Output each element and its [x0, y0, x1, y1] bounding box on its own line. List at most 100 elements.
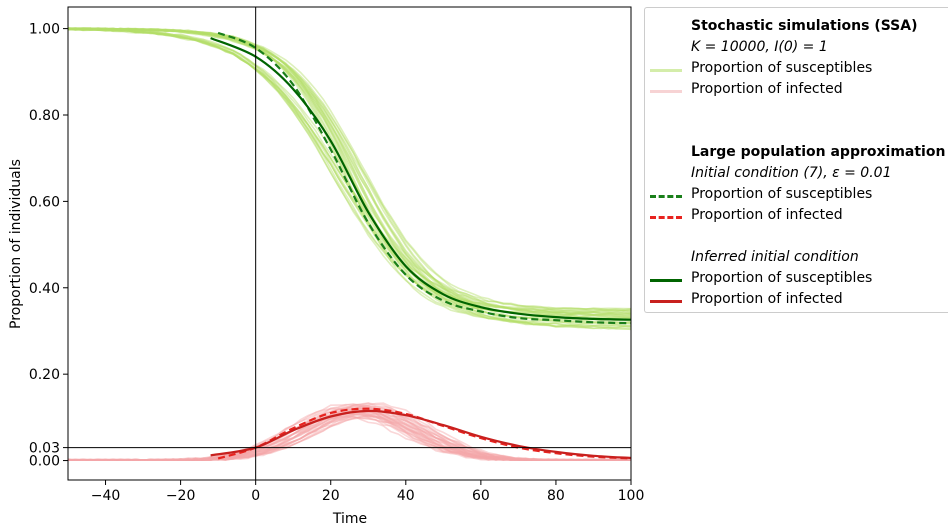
ssa-susceptible-line [67, 27, 632, 317]
ssa-infected-line [67, 412, 631, 461]
legend-lpa-title: Large population approximation [691, 144, 946, 160]
legend-ssa-susceptible-swatch [650, 69, 682, 72]
ssa-infected-line [68, 408, 632, 461]
ssa-susceptible-line [67, 28, 632, 318]
ssa-infected-line [68, 415, 631, 461]
ssa-susceptible-line [67, 28, 632, 327]
model-curves [210, 31, 632, 460]
ssa-infected-line [68, 404, 631, 461]
ssa-susceptible-line [67, 27, 632, 319]
ssa-infected-line [67, 410, 631, 461]
x-tick-label: 0 [251, 488, 260, 504]
ssa-infected-line [68, 407, 631, 461]
legend-lpa-susceptible-swatch [650, 195, 682, 198]
legend-lpa-susceptible-row: Proportion of susceptibles [645, 185, 948, 205]
ssa-infected-line [67, 410, 631, 461]
ssa-infected-line [68, 405, 631, 461]
ssa-infected-line [68, 412, 632, 461]
x-axis-label: Time [332, 511, 367, 527]
x-axis-ticks: −40 −20 0 20 40 60 80 100 [91, 480, 645, 504]
y-axis-label: Proportion of individuals [8, 159, 24, 329]
y-tick-label: 0.80 [29, 108, 60, 124]
legend-inferred-susceptible-swatch [650, 279, 682, 282]
legend-inferred-susceptible-label: Proportion of susceptibles [691, 270, 873, 286]
ssa-infected-line [67, 402, 631, 461]
x-tick-label: 40 [397, 488, 415, 504]
ssa-infected-line [67, 407, 631, 461]
ssa-susceptible-line [67, 28, 632, 315]
legend-ssa-susceptible-label: Proportion of susceptibles [691, 60, 873, 76]
series-line-3 [210, 409, 632, 460]
legend-lpa-sub-row: Initial condition (7), ε = 0.01 [645, 164, 948, 184]
ssa-infected-line [68, 405, 631, 461]
ssa-susceptible-line [67, 27, 631, 327]
y-tick-label: 0.40 [29, 281, 60, 297]
legend-ssa-infected-label: Proportion of infected [691, 81, 843, 97]
ssa-susceptible-line [67, 27, 632, 313]
ssa-infected-line [68, 403, 632, 461]
ssa-infected-line [68, 402, 631, 461]
legend-ssa-title: Stochastic simulations (SSA) [691, 18, 918, 34]
ssa-infected-line [67, 402, 631, 461]
reference-lines [68, 7, 631, 480]
y-tick-label: 1.00 [29, 22, 60, 38]
legend-inferred-infected-label: Proportion of infected [691, 291, 843, 307]
ssa-infected-trajectories [67, 402, 632, 461]
legend-lpa-infected-label: Proportion of infected [691, 207, 843, 223]
x-tick-label: 100 [618, 488, 645, 504]
series-line-2 [210, 37, 632, 321]
ssa-infected-line [67, 415, 631, 461]
y-tick-label: 0.00 [29, 454, 60, 470]
legend-inferred-title: Inferred initial condition [691, 249, 859, 265]
ssa-infected-line [68, 415, 631, 461]
ssa-infected-line [67, 412, 632, 461]
legend-lpa-susceptible-label: Proportion of susceptibles [691, 186, 873, 202]
ssa-infected-line [67, 407, 632, 461]
legend-lpa-subtitle: Initial condition (7), ε = 0.01 [691, 165, 892, 181]
ssa-susceptible-line [67, 27, 632, 311]
legend-inferred-susceptible-row: Proportion of susceptibles [645, 269, 948, 289]
legend-ssa-infected-swatch [650, 90, 682, 93]
ssa-susceptible-line [67, 28, 632, 310]
legend-inferred-title-row: Inferred initial condition [645, 248, 948, 268]
legend-lpa-title-row: Large population approximation [645, 143, 948, 163]
legend-inferred-infected-row: Proportion of infected [645, 290, 948, 310]
ssa-susceptible-line [67, 27, 632, 330]
x-tick-label: 60 [472, 488, 490, 504]
y-tick-label: 0.03 [29, 441, 60, 457]
legend-inferred-infected-swatch [650, 300, 682, 303]
legend-lpa-infected-row: Proportion of infected [645, 206, 948, 226]
y-tick-label: 0.60 [29, 194, 60, 210]
ssa-infected-line [67, 414, 631, 461]
plot-frame [67, 6, 632, 481]
legend: Stochastic simulations (SSA) K = 10000, … [644, 7, 948, 313]
ssa-infected-line [67, 413, 631, 461]
ssa-infected-line [67, 413, 631, 461]
x-tick-label: 20 [322, 488, 340, 504]
legend-lpa-infected-swatch [650, 216, 682, 219]
ssa-susceptible-line [67, 27, 632, 315]
series-line-0 [217, 31, 632, 325]
y-axis-ticks: 0.000.03 0.20 0.40 0.60 0.80 1.00 [29, 22, 68, 470]
y-tick-label: 0.20 [29, 367, 60, 383]
ssa-infected-line [67, 405, 632, 461]
legend-ssa-title-row: Stochastic simulations (SSA) [645, 17, 948, 37]
ssa-susceptible-line [68, 27, 632, 316]
series-line-1 [217, 407, 632, 460]
ssa-susceptible-line [68, 27, 632, 313]
ssa-infected-line [68, 402, 631, 461]
ssa-susceptible-line [67, 27, 632, 329]
legend-ssa-params: K = 10000, I(0) = 1 [691, 39, 828, 55]
ssa-susceptible-line [67, 27, 632, 320]
ssa-susceptible-line [67, 27, 632, 329]
ssa-susceptible-line [67, 27, 632, 312]
ssa-susceptible-line [67, 27, 632, 326]
x-tick-label: −20 [166, 488, 196, 504]
ssa-infected-line [68, 415, 632, 461]
ssa-susceptible-line [67, 28, 632, 331]
ssa-susceptible-line [67, 27, 632, 324]
legend-ssa-infected-row: Proportion of infected [645, 80, 948, 100]
legend-ssa-params-row: K = 10000, I(0) = 1 [645, 38, 948, 58]
legend-ssa-susceptible-row: Proportion of susceptibles [645, 59, 948, 79]
